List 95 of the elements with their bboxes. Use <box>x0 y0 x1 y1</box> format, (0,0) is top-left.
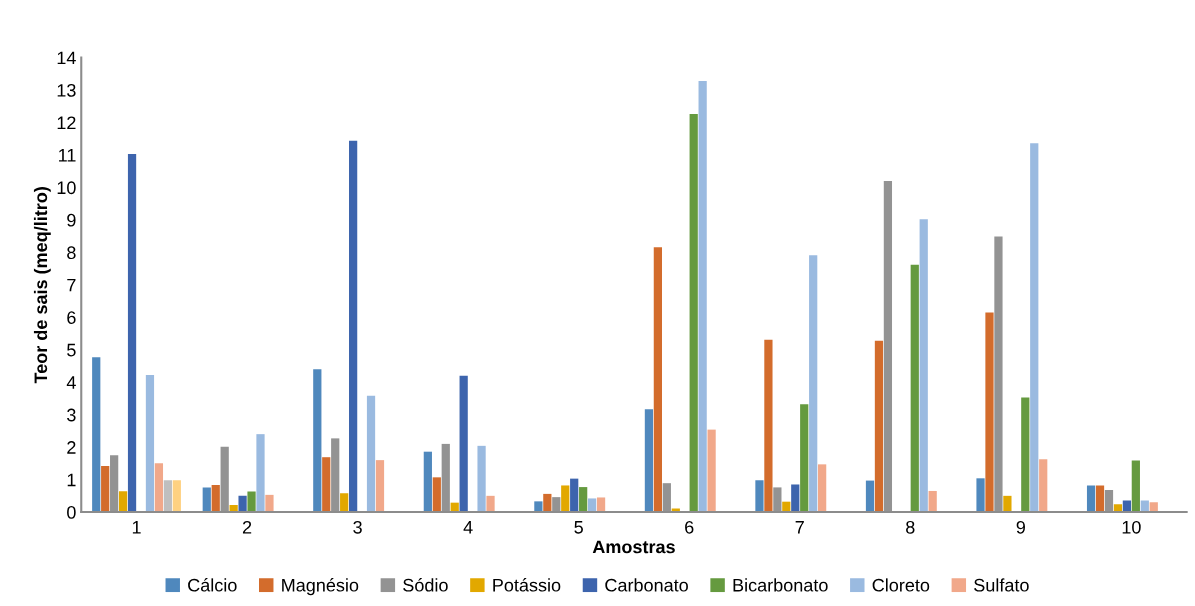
bar <box>486 495 495 513</box>
bar <box>596 497 606 513</box>
y-tick-label: 6 <box>67 311 76 324</box>
x-tick-label: 1 <box>132 521 141 534</box>
bar <box>92 357 101 513</box>
bar <box>809 255 818 513</box>
bar <box>1122 500 1132 513</box>
bar <box>791 484 800 513</box>
y-tick-label: 5 <box>67 343 76 357</box>
bar <box>1021 397 1030 513</box>
bar <box>534 501 543 513</box>
bar <box>800 404 809 513</box>
bar <box>101 465 110 513</box>
bar <box>587 498 597 513</box>
x-tick-label: 2 <box>242 520 252 534</box>
bar <box>118 491 128 513</box>
bar <box>707 429 716 513</box>
y-tick-label: 8 <box>67 246 76 260</box>
y-tick-label: 13 <box>57 83 76 97</box>
bar <box>154 463 164 513</box>
bar <box>145 375 155 513</box>
bar <box>127 153 137 513</box>
bar <box>874 340 884 513</box>
bar <box>1131 460 1140 513</box>
bar <box>247 491 256 513</box>
legend-label: Sódio <box>403 578 448 592</box>
bar <box>570 478 579 513</box>
bar <box>477 445 486 513</box>
y-axis-title: Teor de sais (meq/litro) <box>33 187 51 384</box>
y-tick-label: 0 <box>67 506 76 519</box>
bar <box>910 264 919 513</box>
y-tick-label: 4 <box>66 376 76 389</box>
bar <box>919 219 928 513</box>
x-tick-label: 9 <box>1016 520 1025 534</box>
bar <box>366 395 376 513</box>
bar <box>1095 485 1105 513</box>
bar <box>755 480 764 513</box>
x-tick-label: 5 <box>574 521 583 534</box>
bar <box>423 451 432 513</box>
bar <box>1003 495 1012 513</box>
y-tick-label: 1 <box>67 473 76 487</box>
bar <box>689 114 698 513</box>
legend-label: Cloreto <box>872 578 930 592</box>
bar <box>818 464 827 513</box>
bar <box>1149 502 1158 513</box>
y-tick-label: 14 <box>57 51 76 65</box>
legend-label: Carbonato <box>605 578 688 592</box>
legend-label: Bicarbonato <box>733 578 828 592</box>
bar <box>579 487 588 513</box>
y-tick-label: 10 <box>57 181 76 195</box>
bar <box>238 495 247 513</box>
bar <box>698 80 707 513</box>
bar <box>349 140 358 513</box>
legend-label: Magnésio <box>282 578 359 596</box>
bar <box>202 487 211 513</box>
y-tick-label: 11 <box>59 149 76 162</box>
x-tick-label: 6 <box>685 520 694 534</box>
bar <box>543 493 552 513</box>
bar <box>561 485 570 513</box>
bar <box>985 312 994 513</box>
bar <box>653 247 662 513</box>
x-tick-label: 7 <box>795 521 804 534</box>
bar <box>163 480 172 513</box>
legend-label: Cálcio <box>188 578 237 592</box>
bar <box>459 375 468 513</box>
bar <box>375 460 385 513</box>
x-tick-label: 3 <box>353 520 362 534</box>
legend-label: Sulfato <box>974 578 1029 592</box>
bar <box>211 485 220 513</box>
bar <box>313 369 322 513</box>
bar <box>432 477 441 513</box>
bar <box>256 434 265 513</box>
bar <box>172 480 181 513</box>
y-tick-label: 9 <box>67 213 76 227</box>
x-axis-title: Amostras <box>592 540 675 554</box>
x-tick-label: 8 <box>906 520 915 534</box>
bar <box>928 490 937 513</box>
bar <box>265 494 274 513</box>
bar <box>340 493 349 513</box>
bar <box>644 409 654 513</box>
y-tick-label: 2 <box>67 441 76 454</box>
y-tick-label: 12 <box>57 116 76 130</box>
bar <box>1086 485 1096 513</box>
bar <box>865 480 875 513</box>
legend-label: Potássio <box>493 578 561 592</box>
bar <box>976 478 985 513</box>
y-tick-label: 7 <box>67 278 76 292</box>
bar <box>322 457 331 513</box>
x-tick-label: 4 <box>463 521 473 534</box>
y-tick-label: 3 <box>67 408 76 422</box>
bar <box>1039 459 1048 513</box>
x-tick-label: 10 <box>1122 520 1141 534</box>
bar <box>1140 500 1149 513</box>
bar <box>1030 143 1039 513</box>
bar <box>764 339 773 513</box>
